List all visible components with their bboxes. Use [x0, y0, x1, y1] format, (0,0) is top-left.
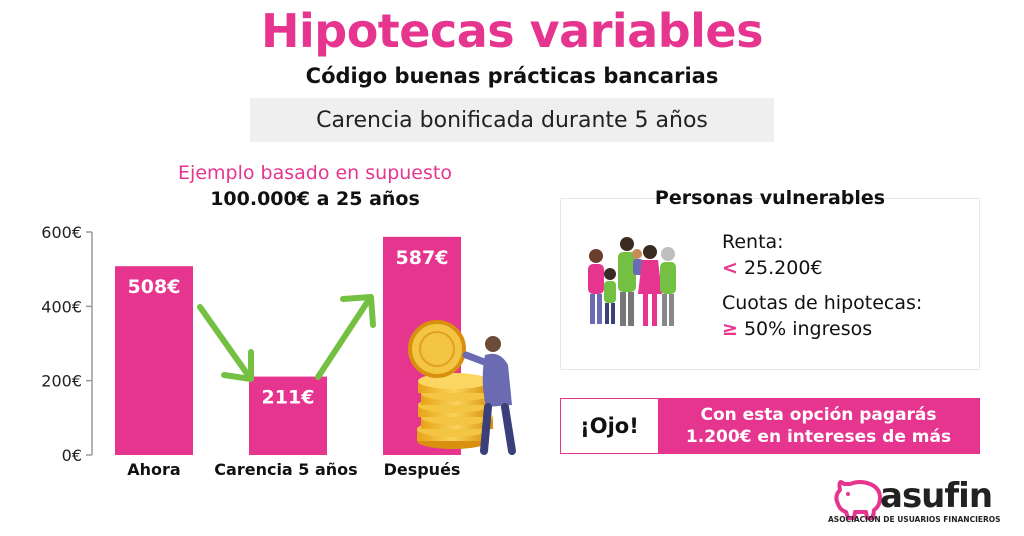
category-labels: Ahora Carencia 5 años Después: [127, 460, 460, 479]
cuotas-label: Cuotas de hipotecas:: [722, 292, 923, 314]
person-icon: [462, 336, 516, 455]
arrow-up-icon: [315, 294, 376, 380]
bar-value-label: 508€: [128, 276, 181, 298]
y-tick-label: 400€: [41, 297, 82, 316]
page-title: Hipotecas variables: [261, 4, 763, 58]
logo-name: asufin: [880, 476, 993, 516]
bar: [115, 266, 193, 455]
greater-equal-symbol: ≥: [722, 318, 738, 340]
renta-label: Renta:: [722, 231, 784, 253]
cuotas-value: 50% ingresos: [737, 318, 873, 340]
warning-message: Con esta opción pagarás 1.200€ en intere…: [658, 399, 979, 453]
example-title: Ejemplo basado en supuesto: [178, 162, 452, 184]
y-tick-label: 0€: [62, 446, 82, 465]
warning-label: ¡Ojo!: [561, 399, 658, 453]
category-label: Carencia 5 años: [214, 460, 357, 479]
category-label: Después: [384, 460, 461, 479]
warning-box: ¡Ojo! Con esta opción pagarás 1.200€ en …: [560, 398, 980, 454]
cuotas-row: ≥ 50% ingresos: [722, 318, 872, 340]
bar-chart: 0€ 200€ 400€ 600€: [41, 223, 516, 479]
bar-value-label: 211€: [262, 387, 315, 409]
coin-stack-icon: [408, 320, 493, 449]
y-tick-label: 600€: [41, 223, 82, 242]
warning-line-2: 1.200€ en intereses de más: [685, 427, 952, 447]
family-icon: [588, 237, 676, 326]
vulnerable-title: Personas vulnerables: [654, 187, 886, 209]
renta-row: < 25.200€: [722, 257, 823, 279]
banner-text: Carencia bonificada durante 5 años: [316, 107, 708, 133]
trend-arrows: [197, 294, 376, 382]
renta-value: 25.200€: [737, 257, 823, 279]
asufin-logo[interactable]: [830, 474, 990, 530]
bar: [249, 376, 327, 455]
logo-tagline: ASOCIACIÓN DE USUARIOS FINANCIEROS: [828, 515, 1001, 524]
coins-person-illustration: [408, 320, 516, 455]
y-axis: 0€ 200€ 400€ 600€: [41, 223, 93, 465]
example-subtitle: 100.000€ a 25 años: [210, 188, 420, 210]
vulnerable-panel: [560, 198, 980, 370]
banner: Carencia bonificada durante 5 años: [250, 98, 774, 142]
arrow-down-icon: [197, 304, 254, 382]
bar-value-label: 587€: [396, 247, 449, 269]
less-than-symbol: <: [722, 257, 738, 279]
bar-value-labels: 508€ 211€ 587€: [128, 247, 449, 409]
page-subtitle: Código buenas prácticas bancarias: [305, 64, 719, 88]
piggy-bank-icon: [834, 480, 882, 520]
y-tick-label: 200€: [41, 372, 82, 391]
warning-line-1: Con esta opción pagarás: [700, 405, 937, 425]
category-label: Ahora: [127, 460, 180, 479]
